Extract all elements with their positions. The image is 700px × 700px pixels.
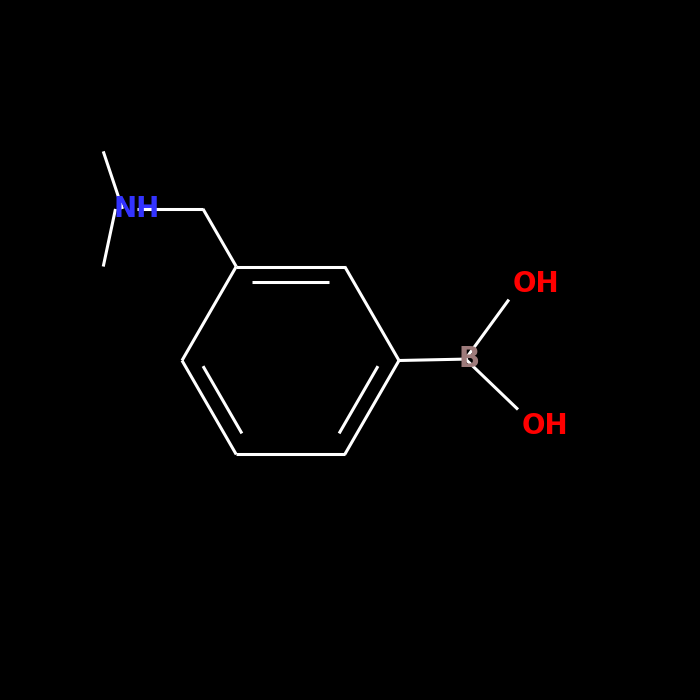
Text: OH: OH xyxy=(522,412,568,440)
Text: NH: NH xyxy=(113,195,160,223)
Text: OH: OH xyxy=(512,270,559,298)
Text: B: B xyxy=(458,345,480,373)
